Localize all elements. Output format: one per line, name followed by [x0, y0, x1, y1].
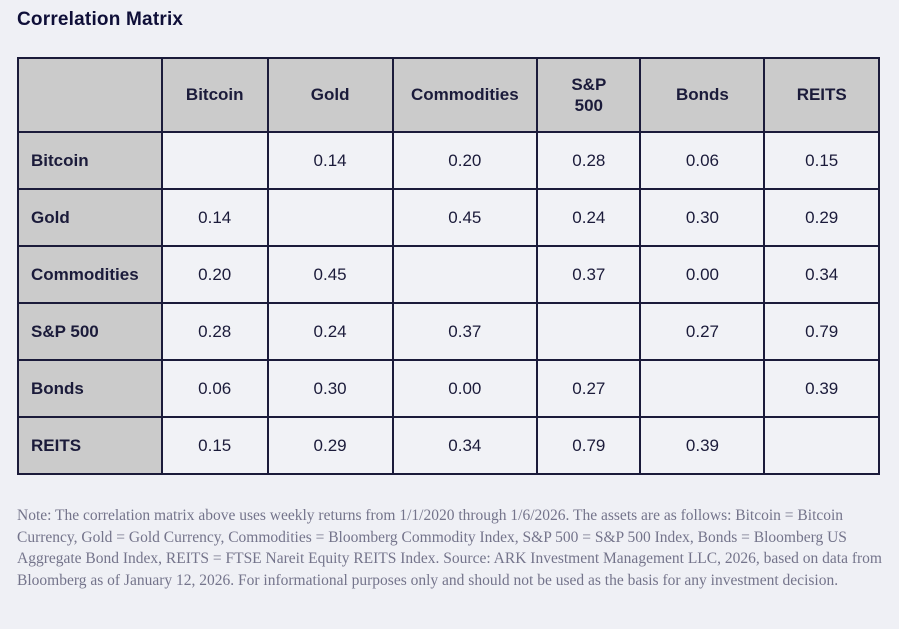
correlation-value-cell: 0.06 [639, 131, 766, 190]
correlation-value-cell [160, 131, 269, 190]
column-header-reits: REITS [763, 57, 880, 133]
correlation-value-cell [763, 416, 880, 475]
correlation-value-cell: 0.28 [536, 131, 642, 190]
correlation-value-cell: 0.14 [160, 188, 269, 247]
correlation-value-cell: 0.45 [266, 245, 394, 304]
correlation-value-cell: 0.29 [763, 188, 880, 247]
correlation-value-cell [391, 245, 539, 304]
correlation-value-cell: 0.39 [639, 416, 766, 475]
correlation-value-cell: 0.15 [160, 416, 269, 475]
corner-cell [17, 57, 163, 133]
column-header-gold: Gold [266, 57, 394, 133]
table-row-bitcoin: Bitcoin 0.14 0.20 0.28 0.06 0.15 [17, 131, 880, 190]
correlation-value-cell [266, 188, 394, 247]
correlation-value-cell: 0.00 [639, 245, 766, 304]
correlation-value-cell: 0.00 [391, 359, 539, 418]
table-row-commodities: Commodities 0.20 0.45 0.37 0.00 0.34 [17, 245, 880, 304]
correlation-value-cell [639, 359, 766, 418]
table-row-bonds: Bonds 0.06 0.30 0.00 0.27 0.39 [17, 359, 880, 418]
correlation-value-cell: 0.20 [391, 131, 539, 190]
column-header-bonds: Bonds [639, 57, 766, 133]
correlation-value-cell: 0.37 [391, 302, 539, 361]
row-header-bonds: Bonds [17, 359, 163, 418]
table-row-reits: REITS 0.15 0.29 0.34 0.79 0.39 [17, 416, 880, 475]
column-header-s-p-500: S&P 500 [536, 57, 642, 133]
correlation-value-cell: 0.06 [160, 359, 269, 418]
correlation-value-cell: 0.27 [639, 302, 766, 361]
row-header-commodities: Commodities [17, 245, 163, 304]
correlation-value-cell: 0.34 [391, 416, 539, 475]
correlation-value-cell: 0.14 [266, 131, 394, 190]
correlation-value-cell: 0.30 [639, 188, 766, 247]
correlation-value-cell: 0.20 [160, 245, 269, 304]
correlation-value-cell: 0.79 [763, 302, 880, 361]
correlation-value-cell: 0.24 [536, 188, 642, 247]
correlation-value-cell: 0.15 [763, 131, 880, 190]
correlation-value-cell: 0.28 [160, 302, 269, 361]
correlation-value-cell: 0.34 [763, 245, 880, 304]
page-title: Correlation Matrix [17, 9, 184, 30]
correlation-value-cell [536, 302, 642, 361]
footnote: Note: The correlation matrix above uses … [17, 507, 882, 589]
correlation-value-cell: 0.37 [536, 245, 642, 304]
table-header-row: Bitcoin Gold Commodities S&P 500 Bonds REITS [17, 57, 880, 133]
correlation-value-cell: 0.39 [763, 359, 880, 418]
correlation-value-cell: 0.30 [266, 359, 394, 418]
correlation-matrix-table: Bitcoin Gold Commodities S&P 500 Bonds REITS B… [17, 57, 880, 475]
correlation-value-cell: 0.79 [536, 416, 642, 475]
correlation-value-cell: 0.29 [266, 416, 394, 475]
correlation-value-cell: 0.24 [266, 302, 394, 361]
correlation-value-cell: 0.27 [536, 359, 642, 418]
row-header-gold: Gold [17, 188, 163, 247]
table-row-gold: Gold 0.14 0.45 0.24 0.30 0.29 [17, 188, 880, 247]
row-header-s-p-500: S&P 500 [17, 302, 163, 361]
table-row-s-p-500: S&P 500 0.28 0.24 0.37 0.27 0.79 [17, 302, 880, 361]
column-header-bitcoin: Bitcoin [160, 57, 269, 133]
column-header-commodities: Commodities [391, 57, 539, 133]
row-header-reits: REITS [17, 416, 163, 475]
correlation-value-cell: 0.45 [391, 188, 539, 247]
row-header-bitcoin: Bitcoin [17, 131, 163, 190]
